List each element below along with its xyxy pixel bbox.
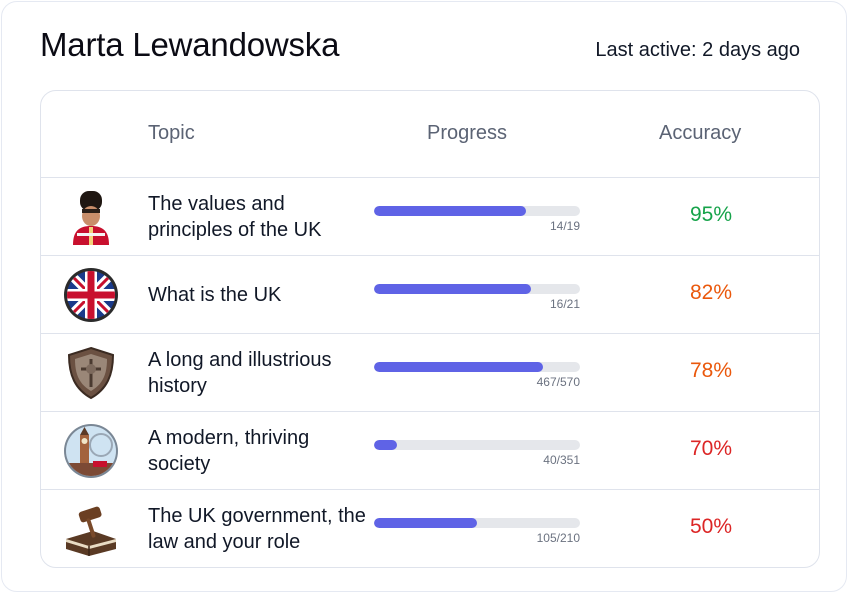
progress-fill <box>374 284 531 294</box>
column-header-progress: Progress <box>427 122 508 144</box>
big-ben-london-icon <box>63 423 119 479</box>
progress-bar: 16/21 <box>374 284 580 311</box>
progress-bar: 14/19 <box>374 206 580 233</box>
topic-label: The values and principles of the UK <box>148 193 322 241</box>
progress-bar: 467/570 <box>374 362 580 389</box>
accuracy-value: 95% <box>689 203 733 226</box>
user-name: Marta Lewandowska <box>40 26 340 63</box>
last-active-text: Last active: 2 days ago <box>595 39 800 61</box>
progress-fill <box>374 362 543 372</box>
topics-table: Topic Progress Accuracy The values and p… <box>40 90 820 568</box>
column-header-accuracy: Accuracy <box>659 122 742 144</box>
table-header: Topic Progress Accuracy <box>41 91 819 178</box>
topic-label: A long and illustrious history <box>148 349 332 397</box>
accuracy-value: 50% <box>689 515 733 538</box>
progress-bar: 40/351 <box>374 440 580 467</box>
gavel-books-icon <box>63 501 119 557</box>
accuracy-value: 78% <box>689 359 733 382</box>
progress-bar: 105/210 <box>374 518 580 545</box>
table-row[interactable]: A modern, thriving society 40/351 70% <box>41 411 819 489</box>
shield-crest-icon <box>63 345 119 401</box>
topic-label: A modern, thriving society <box>148 427 310 475</box>
topic-label: The UK government, the law and your role <box>148 505 366 553</box>
progress-count: 40/351 <box>543 453 580 467</box>
progress-count: 14/19 <box>549 219 580 233</box>
progress-fill <box>374 518 477 528</box>
progress-count: 467/570 <box>536 375 580 389</box>
royal-guard-icon <box>63 189 119 245</box>
accuracy-value: 82% <box>689 281 733 304</box>
progress-track <box>374 206 580 216</box>
progress-fill <box>374 206 526 216</box>
progress-track <box>374 440 580 450</box>
accuracy-value: 70% <box>689 437 733 460</box>
progress-track <box>374 362 580 372</box>
progress-fill <box>374 440 398 450</box>
union-flag-icon <box>63 267 119 323</box>
table-row[interactable]: The UK government, the law and your role… <box>41 489 819 567</box>
table-row[interactable]: A long and illustrious history 467/570 7… <box>41 333 819 411</box>
progress-track <box>374 284 580 294</box>
progress-track <box>374 518 580 528</box>
column-header-topic: Topic <box>148 122 195 144</box>
progress-count: 105/210 <box>536 531 580 545</box>
table-row[interactable]: What is the UK 16/21 82% <box>41 255 819 333</box>
table-row[interactable]: The values and principles of the UK 14/1… <box>41 177 819 255</box>
topic-label: What is the UK <box>148 284 282 306</box>
progress-count: 16/21 <box>549 297 580 311</box>
